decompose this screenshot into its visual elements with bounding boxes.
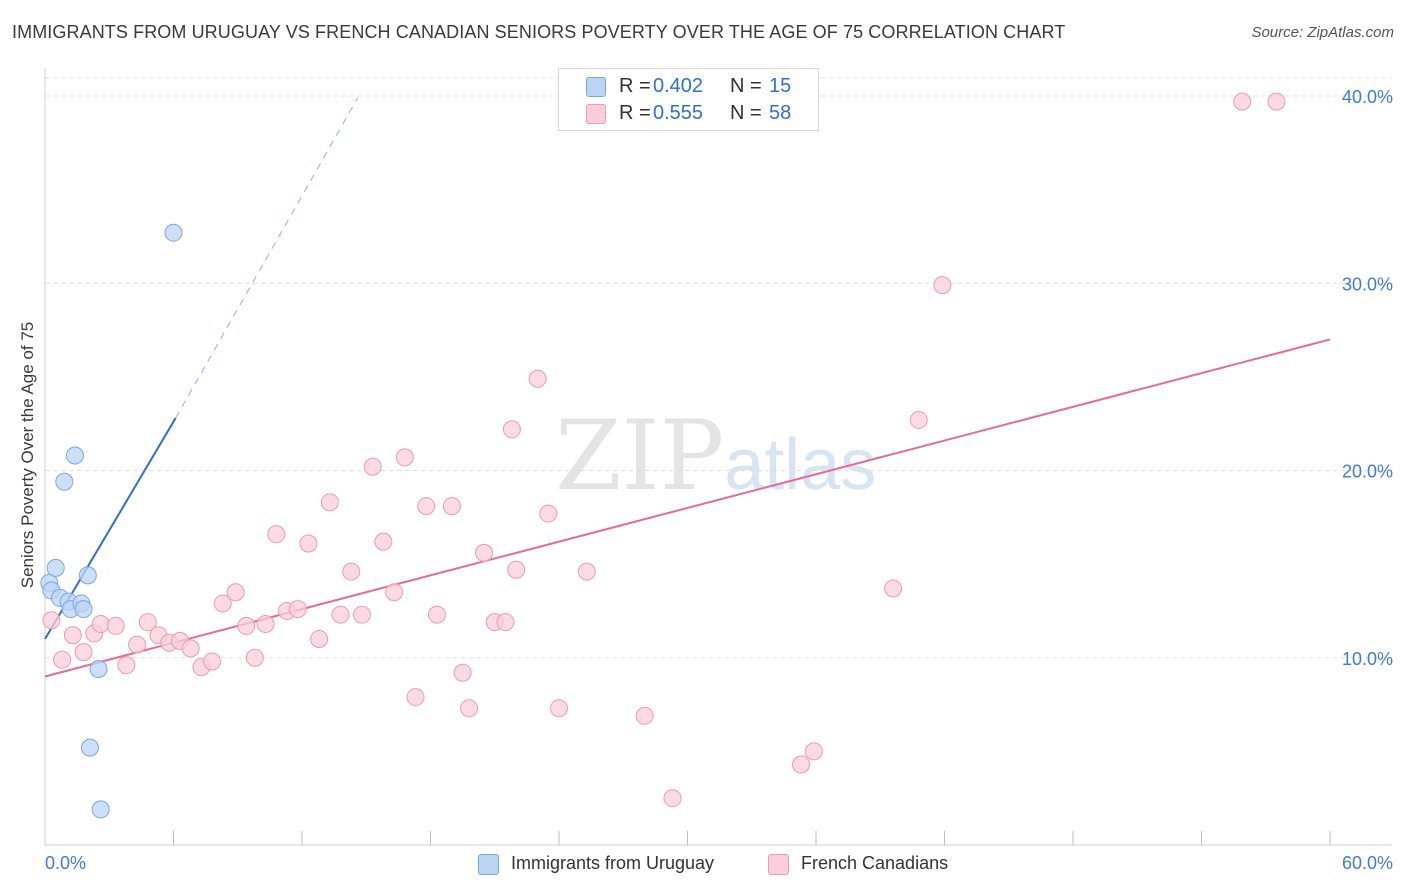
x-tick-label: 0.0% (45, 853, 86, 873)
axes (44, 68, 1392, 846)
y-tick-label: 40.0% (1342, 87, 1393, 107)
data-point-french (1267, 92, 1286, 111)
data-point-french (635, 706, 654, 725)
bottom-legend-label-french: French Canadians (801, 853, 949, 873)
data-point-french (299, 534, 318, 553)
data-point-french (507, 560, 526, 579)
data-point-french (310, 630, 329, 649)
data-point-uruguay (91, 800, 110, 819)
data-point-french (181, 639, 200, 658)
source-credit: Source: ZipAtlas.com (1251, 24, 1394, 41)
data-point-french (496, 613, 515, 632)
data-point-french (460, 699, 479, 718)
data-point-french (804, 742, 823, 761)
data-point-french (256, 615, 275, 634)
data-point-french (453, 663, 472, 682)
legend-r-label: R = (619, 75, 651, 97)
y-tick-label: 10.0% (1342, 649, 1393, 669)
data-point-french (91, 615, 110, 634)
data-point-french (342, 562, 361, 581)
data-point-french (406, 688, 425, 707)
data-point-french (884, 579, 903, 598)
data-point-french (203, 652, 222, 671)
correlation-legend: R = 0.402 N = 15 R = 0.555 N = 58 (558, 68, 819, 131)
data-point-french (550, 699, 568, 718)
watermark-zip: ZIP (555, 400, 725, 512)
data-point-french (792, 755, 811, 774)
data-point-french (320, 493, 339, 512)
data-point-french (128, 635, 147, 654)
y-axis-label: Seniors Poverty Over the Age of 75 (18, 321, 37, 589)
data-point-french (63, 626, 82, 645)
data-point-french (417, 497, 436, 516)
legend-n-label: N = (730, 75, 762, 97)
data-point-french (226, 583, 245, 602)
legend-r-value: 0.402 (653, 75, 704, 97)
bottom-legend-label-uruguay: Immigrants from Uruguay (511, 853, 715, 873)
trend-extension-uruguay (175, 97, 359, 419)
bottom-legend-uruguay: Immigrants from Uruguay (478, 852, 748, 876)
legend-n-value: 15 (769, 75, 792, 97)
x-tick-label: 60.0% (1342, 853, 1393, 873)
legend-r-value: 0.555 (653, 102, 704, 124)
data-points (40, 92, 1286, 819)
data-point-french (245, 648, 264, 667)
data-point-french (539, 504, 558, 523)
data-point-french (138, 613, 157, 632)
data-point-french (352, 605, 371, 624)
data-point-uruguay (74, 600, 93, 619)
legend-n-value: 58 (769, 102, 792, 124)
data-point-french (237, 616, 256, 635)
data-point-french (395, 448, 414, 467)
data-point-french (475, 543, 494, 562)
data-point-uruguay (65, 446, 84, 465)
grid-lines (45, 77, 1392, 659)
data-point-french (106, 616, 125, 635)
data-point-french (331, 605, 350, 624)
data-point-french (374, 532, 393, 551)
data-point-french (74, 643, 93, 662)
data-point-french (502, 420, 521, 439)
legend-row-french: R = 0.555 N = 58 (559, 101, 818, 127)
legend-swatch-french (586, 104, 606, 124)
data-point-uruguay (89, 659, 108, 678)
bottom-legend-swatch-uruguay (478, 854, 499, 875)
legend-n-label: N = (730, 102, 762, 124)
data-point-french (288, 600, 307, 619)
tick-labels: 10.0% 20.0% 30.0% 40.0% 0.0% 60.0% (45, 87, 1393, 873)
data-point-french (267, 525, 286, 544)
data-point-french (427, 605, 446, 624)
data-point-french (933, 276, 952, 295)
data-point-french (42, 611, 61, 630)
data-point-uruguay (55, 472, 74, 491)
data-point-french (117, 656, 136, 675)
data-point-french (1233, 92, 1252, 111)
legend-swatch-uruguay (586, 77, 606, 97)
data-point-french (442, 497, 461, 516)
data-point-uruguay (80, 738, 99, 757)
data-point-uruguay (78, 566, 97, 585)
chart-title: IMMIGRANTS FROM URUGUAY VS FRENCH CANADI… (12, 22, 1066, 42)
data-point-uruguay (164, 223, 183, 242)
data-point-french (53, 650, 72, 669)
data-point-french (577, 562, 596, 581)
data-point-french (663, 789, 682, 808)
y-tick-label: 20.0% (1342, 462, 1393, 482)
data-point-french (385, 583, 404, 602)
legend-r-label: R = (619, 102, 651, 124)
data-point-uruguay (46, 558, 65, 577)
data-point-french (528, 369, 547, 388)
data-point-french (909, 410, 928, 429)
bottom-legend-french: French Canadians (768, 852, 968, 876)
legend-row-uruguay: R = 0.402 N = 15 (559, 74, 818, 100)
y-tick-label: 30.0% (1342, 274, 1393, 294)
data-point-french (213, 594, 232, 613)
data-point-french (363, 457, 382, 476)
bottom-legend-swatch-french (768, 854, 789, 875)
